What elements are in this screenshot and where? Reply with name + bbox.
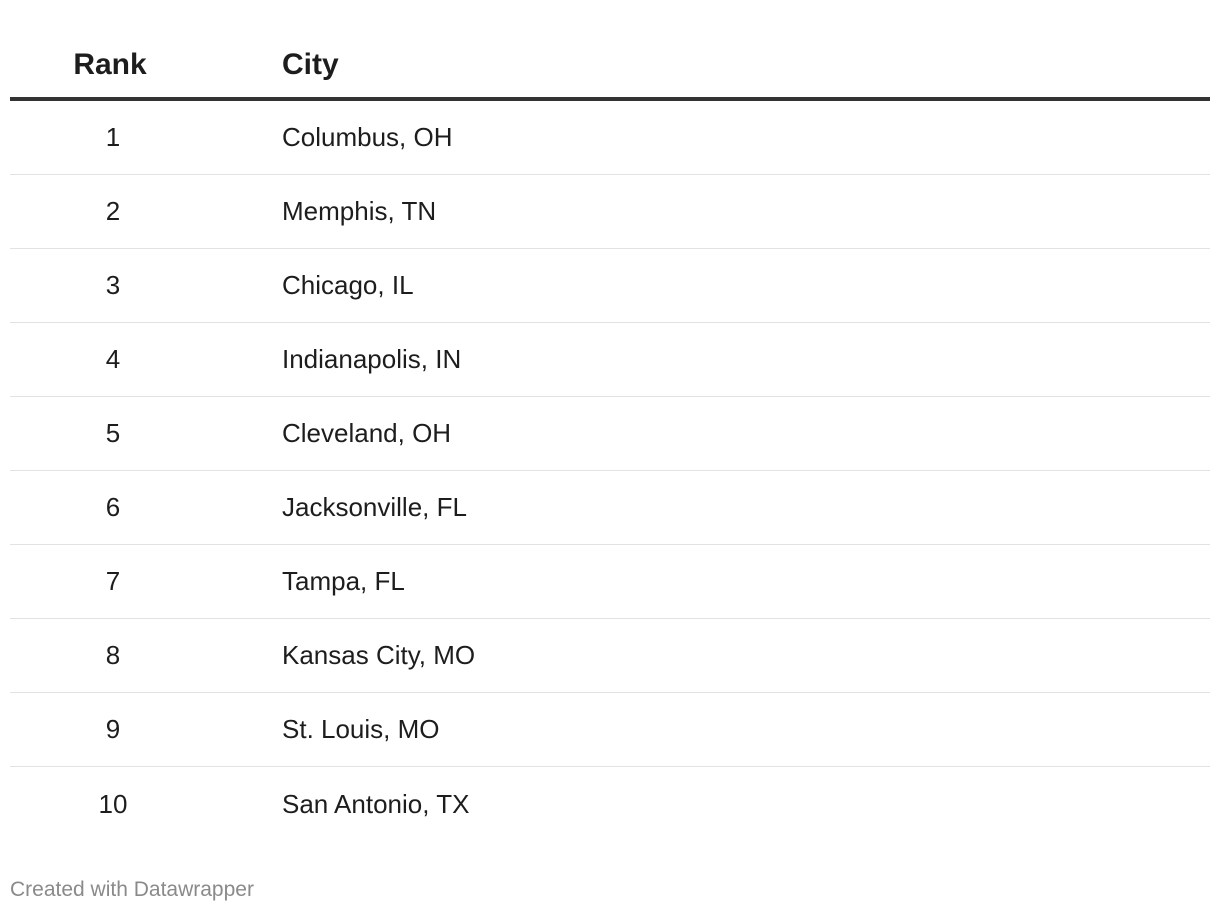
header-city: City <box>282 47 339 81</box>
rank-cell: 4 <box>105 344 121 374</box>
rank-cell: 7 <box>105 566 121 596</box>
table-row: 3 Chicago, IL <box>10 249 1210 323</box>
city-cell: San Antonio, TX <box>282 788 470 819</box>
rank-cell: 9 <box>105 714 121 744</box>
rank-cell: 3 <box>105 270 121 300</box>
table-row: 10 San Antonio, TX <box>10 767 1210 841</box>
city-cell: Jacksonville, FL <box>282 492 467 522</box>
rank-cell: 8 <box>105 640 121 670</box>
table-row: 6 Jacksonville, FL <box>10 471 1210 545</box>
table-row: 8 Kansas City, MO <box>10 619 1210 693</box>
city-cell: Columbus, OH <box>282 122 453 152</box>
rank-cell: 5 <box>105 418 121 448</box>
table-row: 9 St. Louis, MO <box>10 693 1210 767</box>
rank-cell: 2 <box>105 196 121 226</box>
table-row: 5 Cleveland, OH <box>10 397 1210 471</box>
city-cell: Cleveland, OH <box>282 418 452 448</box>
table-body: 1 Columbus, OH 2 Memphis, TN 3 Chicago, IL 4 In… <box>10 101 1210 841</box>
rank-cell: 1 <box>105 122 121 152</box>
city-cell: Kansas City, MO <box>282 640 476 670</box>
data-table: Rank City 1 Columbus, OH 2 Memphis, TN 3 Chic… <box>10 30 1210 841</box>
datawrapper-credit: Created with Datawrapper <box>10 878 254 901</box>
city-cell: Chicago, IL <box>282 270 414 300</box>
city-cell: St. Louis, MO <box>282 714 440 744</box>
table-row: 2 Memphis, TN <box>10 175 1210 249</box>
city-cell: Indianapolis, IN <box>282 344 462 374</box>
city-cell: Memphis, TN <box>282 196 437 226</box>
rank-cell: 6 <box>105 492 121 522</box>
table-row: 1 Columbus, OH <box>10 101 1210 175</box>
rank-cell: 10 <box>98 788 128 819</box>
table-row: 7 Tampa, FL <box>10 545 1210 619</box>
city-cell: Tampa, FL <box>282 566 405 596</box>
header-rank: Rank <box>73 47 147 81</box>
table-row: 4 Indianapolis, IN <box>10 323 1210 397</box>
table-header: Rank City <box>10 30 1210 101</box>
